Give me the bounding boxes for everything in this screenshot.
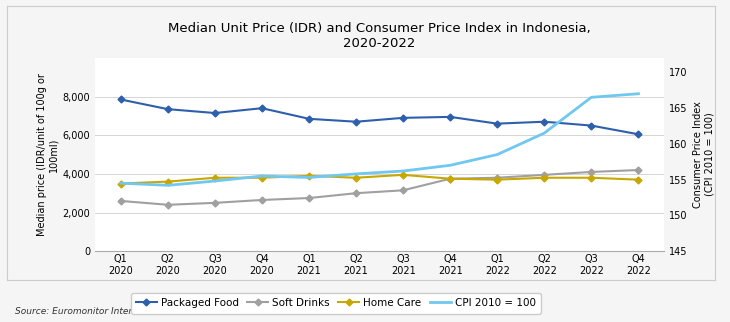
Packaged Food [634,132,643,136]
Soft Drinks [164,203,172,207]
CPI 2010 = 100 [352,172,361,176]
Line: Packaged Food: Packaged Food [118,97,641,137]
Home Care [540,176,549,180]
Packaged Food [304,117,313,121]
Soft Drinks [304,196,313,200]
Home Care [304,174,313,178]
Soft Drinks [587,170,596,174]
CPI 2010 = 100 [304,175,313,179]
CPI 2010 = 100 [399,169,407,173]
Packaged Food [258,106,266,110]
Y-axis label: Median price (IDR/unit of 100g or
100ml): Median price (IDR/unit of 100g or 100ml) [36,73,58,236]
Soft Drinks [493,176,502,180]
Line: Soft Drinks: Soft Drinks [118,167,641,207]
CPI 2010 = 100 [446,163,455,167]
CPI 2010 = 100 [210,179,219,183]
CPI 2010 = 100 [164,184,172,187]
Home Care [587,176,596,180]
Home Care [634,178,643,182]
Legend: Packaged Food, Soft Drinks, Home Care, CPI 2010 = 100: Packaged Food, Soft Drinks, Home Care, C… [131,293,541,314]
Soft Drinks [399,188,407,192]
Home Care [258,176,266,180]
CPI 2010 = 100 [587,95,596,99]
CPI 2010 = 100 [540,131,549,135]
Home Care [399,173,407,177]
Packaged Food [399,116,407,120]
Home Care [493,178,502,182]
Title: Median Unit Price (IDR) and Consumer Price Index in Indonesia,
2020-2022: Median Unit Price (IDR) and Consumer Pri… [168,22,591,50]
Packaged Food [493,122,502,126]
Soft Drinks [352,191,361,195]
Packaged Food [352,120,361,124]
Text: Source: Euromonitor International from national statistics/Eurostat/UN/OECD, VIA: Source: Euromonitor International from n… [15,307,382,316]
Packaged Food [164,107,172,111]
Packaged Food [210,111,219,115]
Home Care [164,180,172,184]
Packaged Food [540,120,549,124]
CPI 2010 = 100 [634,92,643,96]
Packaged Food [116,98,125,101]
CPI 2010 = 100 [116,181,125,185]
Home Care [446,177,455,181]
CPI 2010 = 100 [493,153,502,156]
Packaged Food [587,124,596,128]
Home Care [352,176,361,180]
Packaged Food [446,115,455,119]
Soft Drinks [258,198,266,202]
Y-axis label: Consumer Price Index
(CPI 2010 = 100): Consumer Price Index (CPI 2010 = 100) [694,101,715,208]
Soft Drinks [446,177,455,181]
Soft Drinks [116,199,125,203]
Soft Drinks [634,168,643,172]
Line: Home Care: Home Care [118,172,641,186]
Home Care [116,182,125,185]
Home Care [210,176,219,180]
Soft Drinks [540,173,549,177]
Line: CPI 2010 = 100: CPI 2010 = 100 [120,94,639,185]
CPI 2010 = 100 [258,174,266,178]
Soft Drinks [210,201,219,205]
